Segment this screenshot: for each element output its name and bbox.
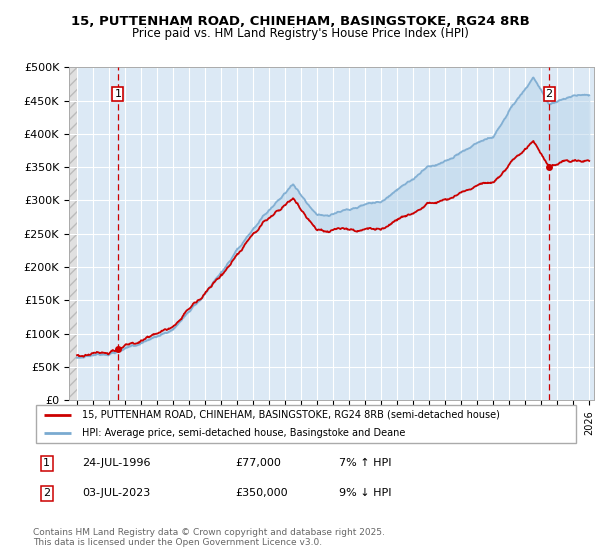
Text: 15, PUTTENHAM ROAD, CHINEHAM, BASINGSTOKE, RG24 8RB: 15, PUTTENHAM ROAD, CHINEHAM, BASINGSTOK… (71, 15, 529, 28)
Text: £350,000: £350,000 (235, 488, 287, 498)
Text: 15, PUTTENHAM ROAD, CHINEHAM, BASINGSTOKE, RG24 8RB (semi-detached house): 15, PUTTENHAM ROAD, CHINEHAM, BASINGSTOK… (82, 409, 500, 419)
Text: 1: 1 (115, 89, 121, 99)
Text: Contains HM Land Registry data © Crown copyright and database right 2025.
This d: Contains HM Land Registry data © Crown c… (33, 528, 385, 547)
Bar (69, 67, 77, 400)
Text: HPI: Average price, semi-detached house, Basingstoke and Deane: HPI: Average price, semi-detached house,… (82, 428, 406, 438)
Text: Price paid vs. HM Land Registry's House Price Index (HPI): Price paid vs. HM Land Registry's House … (131, 27, 469, 40)
Text: 24-JUL-1996: 24-JUL-1996 (82, 458, 151, 468)
Text: £77,000: £77,000 (235, 458, 281, 468)
Text: 1: 1 (43, 458, 50, 468)
Text: 7% ↑ HPI: 7% ↑ HPI (339, 458, 391, 468)
Text: 03-JUL-2023: 03-JUL-2023 (82, 488, 151, 498)
Text: 2: 2 (43, 488, 50, 498)
Text: 9% ↓ HPI: 9% ↓ HPI (339, 488, 391, 498)
Text: 2: 2 (545, 89, 553, 99)
FancyBboxPatch shape (36, 405, 576, 443)
